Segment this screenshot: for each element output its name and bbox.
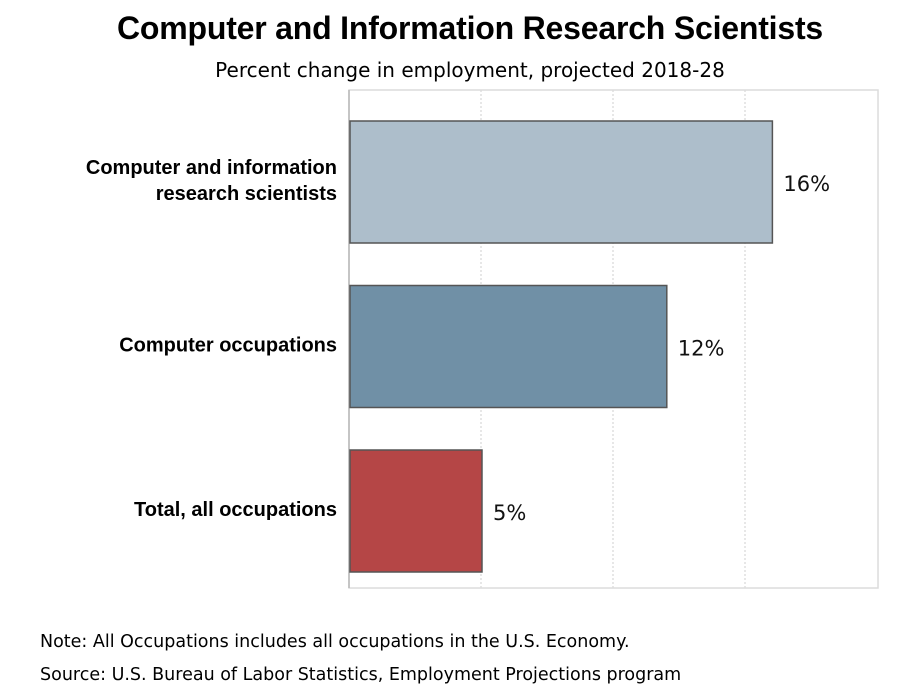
category-label: Total, all occupations [134, 499, 337, 521]
data-label: 5% [493, 501, 526, 525]
bar [349, 284, 668, 409]
category-label: Computer occupations [119, 335, 337, 357]
category-label: Computer and information [86, 157, 337, 179]
data-label: 12% [678, 337, 725, 361]
bar [349, 449, 483, 573]
bar-chart: 16% Computer and information research scie… [86, 89, 879, 589]
chart-subtitle: Percent change in employment, projected … [215, 58, 725, 82]
footnote: Note: All Occupations includes all occup… [40, 632, 630, 652]
labels-layer: 16% Computer and information research scie… [86, 157, 830, 525]
bars-layer [349, 120, 774, 573]
bar [349, 120, 774, 244]
source-line: Source: U.S. Bureau of Labor Statistics,… [40, 665, 682, 685]
data-label: 16% [783, 172, 830, 196]
category-label: research scientists [156, 183, 337, 205]
chart-title: Computer and Information Research Scient… [116, 10, 823, 46]
